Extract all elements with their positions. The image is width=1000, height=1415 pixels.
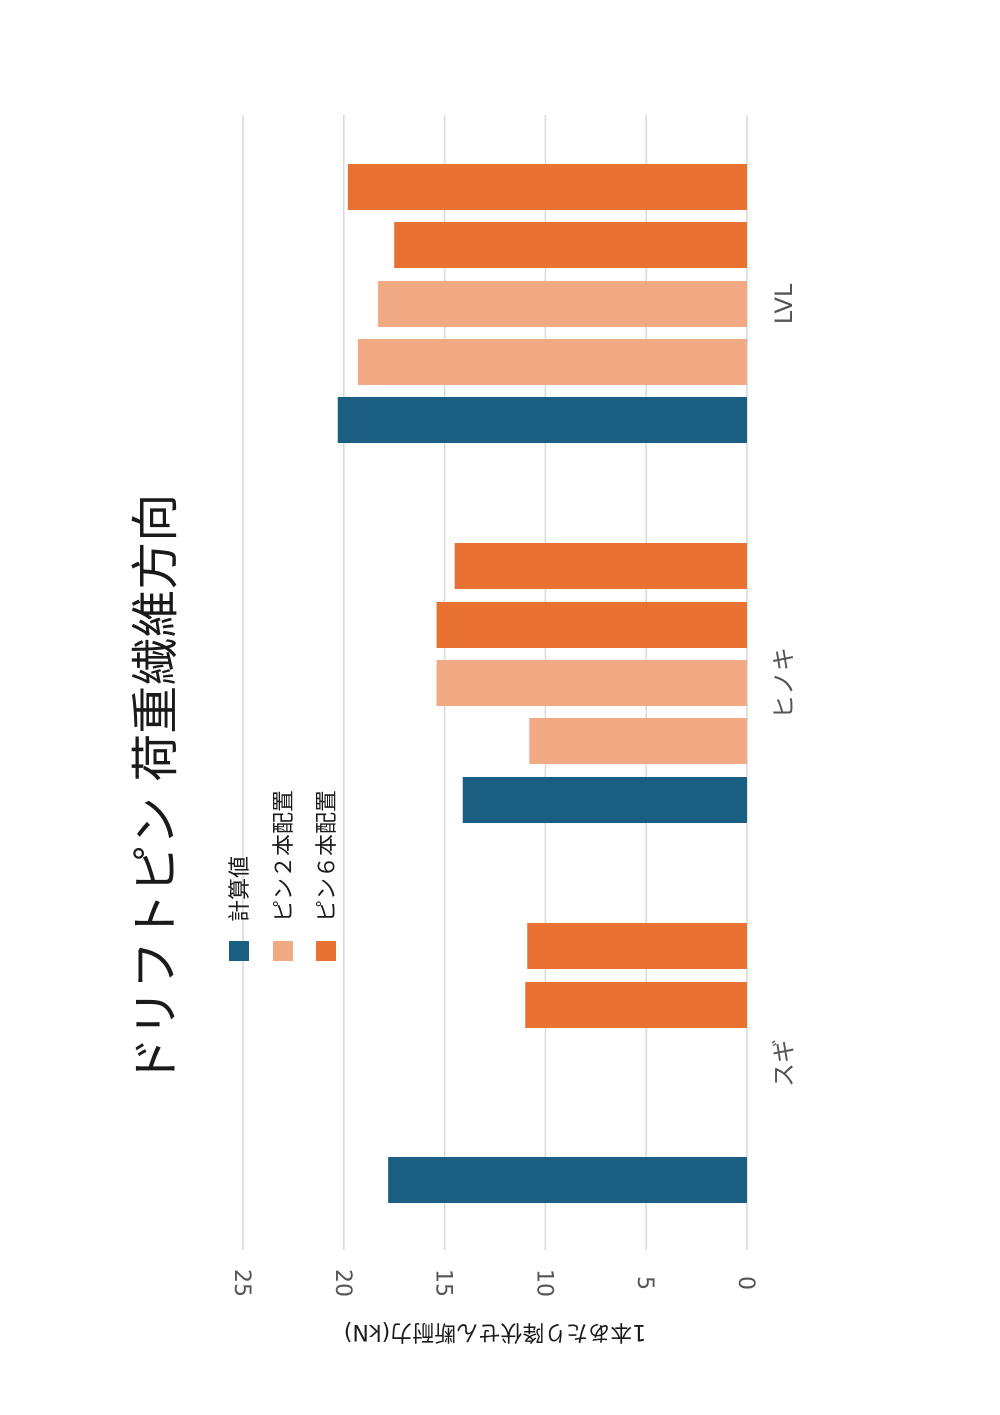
bars bbox=[337, 164, 747, 1203]
bar-LVL-3 bbox=[394, 222, 747, 268]
bar-ヒノキ-3 bbox=[436, 602, 747, 648]
legend-label-1: ピン２本配置 bbox=[272, 790, 297, 922]
category-label-0: スギ bbox=[770, 1039, 798, 1087]
chart-title: ドリフトピン 荷重繊維方向 bbox=[128, 494, 184, 1085]
legend-swatch-0 bbox=[229, 941, 249, 961]
bar-スギ-4 bbox=[527, 923, 747, 969]
y-axis-label: 1本あたり降伏せん断耐力(kN) bbox=[344, 1319, 646, 1344]
tick-label-5: 5 bbox=[632, 1276, 657, 1290]
bar-LVL-4 bbox=[347, 164, 747, 210]
bar-ヒノキ-0 bbox=[462, 777, 747, 823]
legend: 計算値 ピン２本配置 ピン６本配置 bbox=[228, 790, 340, 961]
legend-swatch-1 bbox=[273, 941, 293, 961]
bar-LVL-0 bbox=[337, 397, 747, 443]
tick-label-20: 20 bbox=[330, 1269, 355, 1297]
category-label-2: LVL bbox=[770, 283, 798, 324]
legend-label-2: ピン６本配置 bbox=[315, 790, 340, 922]
bar-ヒノキ-1 bbox=[529, 718, 747, 764]
category-label-1: ヒノキ bbox=[770, 647, 798, 719]
legend-label-0: 計算値 bbox=[228, 856, 253, 922]
bar-スギ-3 bbox=[525, 982, 747, 1028]
tick-label-15: 15 bbox=[431, 1269, 456, 1297]
bar-ヒノキ-4 bbox=[454, 543, 747, 589]
bar-スギ-0 bbox=[388, 1157, 747, 1203]
tick-label-25: 25 bbox=[229, 1269, 254, 1297]
category-labels: スギ ヒノキ LVL bbox=[770, 283, 798, 1087]
tick-label-10: 10 bbox=[531, 1269, 556, 1297]
bar-ヒノキ-2 bbox=[436, 660, 747, 706]
tick-labels: 0 5 10 15 20 25 bbox=[229, 1269, 758, 1297]
tick-label-0: 0 bbox=[733, 1276, 758, 1290]
bar-LVL-1 bbox=[357, 339, 747, 385]
bar-LVL-2 bbox=[378, 281, 747, 327]
legend-swatch-2 bbox=[316, 941, 336, 961]
